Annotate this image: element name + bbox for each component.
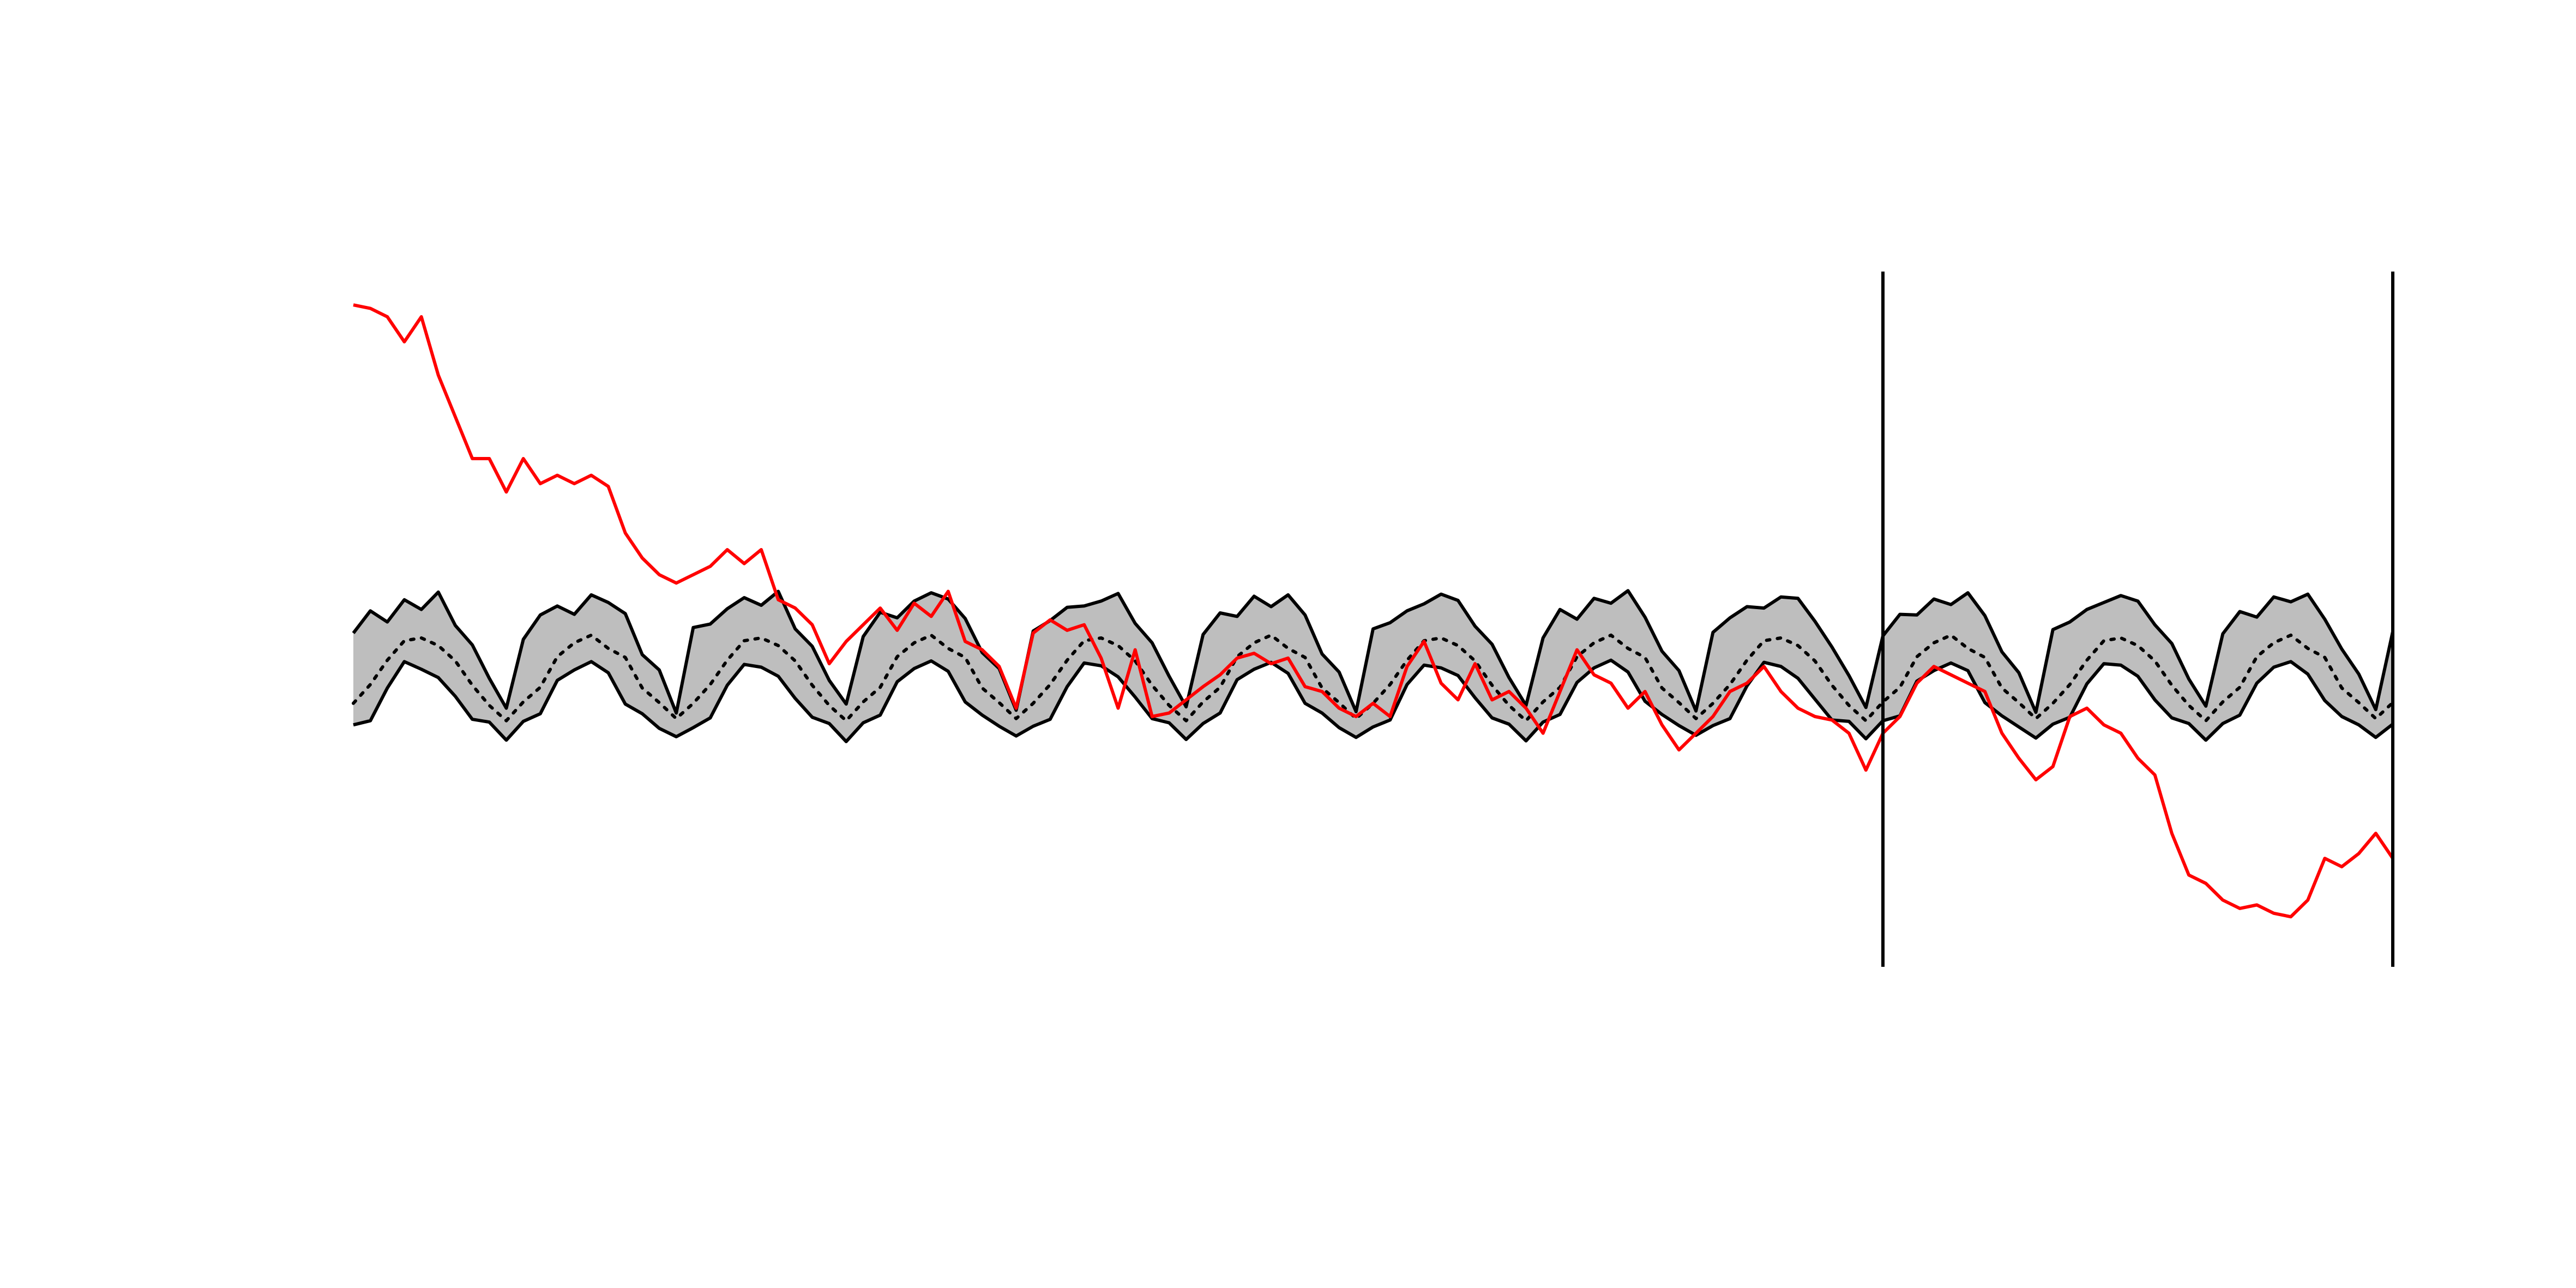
series-line bbox=[353, 303, 2394, 919]
band-lower-line bbox=[353, 658, 2394, 743]
series-line bbox=[352, 633, 2394, 723]
band-upper-line bbox=[352, 589, 2394, 715]
band-area bbox=[353, 591, 2393, 742]
